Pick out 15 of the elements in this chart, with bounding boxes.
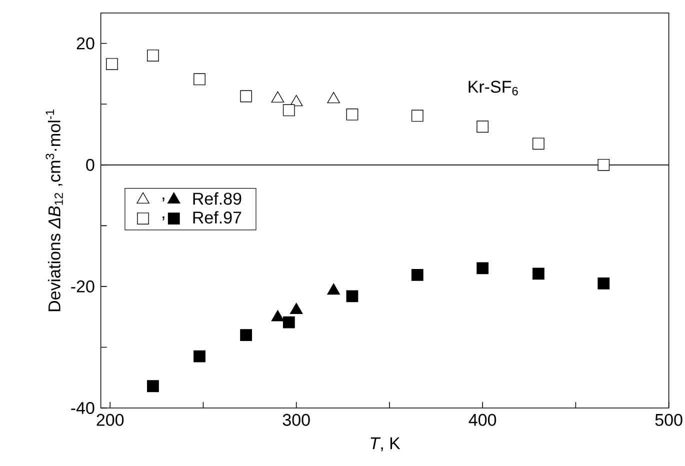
x-tick-label: 200 bbox=[96, 414, 124, 426]
y-tick-label: 20 bbox=[76, 37, 94, 50]
y-tick-label: -20 bbox=[71, 280, 94, 292]
x-tick-label: 400 bbox=[468, 414, 496, 426]
legend-label: Ref.97 bbox=[193, 211, 242, 224]
y-axis-title: Deviations ΔB$_{12}$ ,cm$^{3}$·mol$^{-1}$ bbox=[46, 110, 63, 312]
legend-label: , bbox=[162, 216, 164, 220]
y-tick-label: -40 bbox=[71, 402, 94, 414]
y-tick-label: 0 bbox=[86, 158, 94, 171]
annotation: Kr-SF$_{6}$ bbox=[468, 80, 518, 96]
legend-label: , bbox=[162, 198, 164, 202]
x-axis-title: T, K bbox=[370, 437, 400, 452]
x-tick-label: 500 bbox=[655, 414, 682, 426]
legend-label: Ref.89 bbox=[193, 192, 242, 205]
x-tick-label: 300 bbox=[282, 414, 310, 426]
